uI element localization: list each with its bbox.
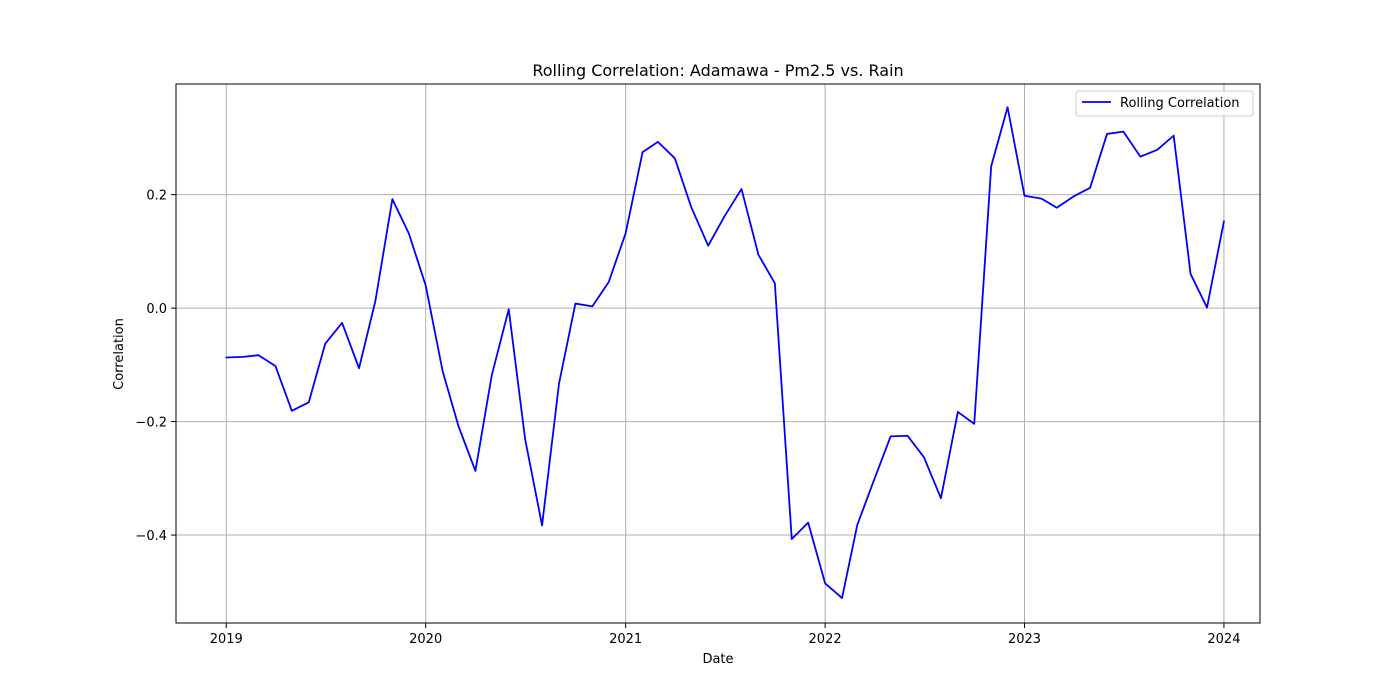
legend: Rolling Correlation xyxy=(1075,90,1254,117)
x-tick-label: 2023 xyxy=(1008,632,1041,647)
series-layer xyxy=(225,106,1225,599)
chart-title: Rolling Correlation: Adamawa - Pm2.5 vs.… xyxy=(532,61,903,80)
x-tick-label: 2020 xyxy=(409,632,442,647)
x-tick-label: 2024 xyxy=(1207,632,1240,647)
x-tick-label: 2019 xyxy=(210,632,243,647)
x-tick-label: 2022 xyxy=(809,632,842,647)
y-tick-label: −0.4 xyxy=(135,529,167,544)
series-line-rolling-correlation xyxy=(225,106,1225,599)
x-axis-label: Date xyxy=(702,652,733,667)
y-tick-label: −0.2 xyxy=(135,416,167,431)
legend-box xyxy=(1075,90,1254,117)
x-tick-label: 2021 xyxy=(609,632,642,647)
y-axis-label: Correlation xyxy=(112,318,127,390)
legend-entry-label: Rolling Correlation xyxy=(1120,96,1240,111)
axis-ticks: 2019 2020 2021 2022 2023 2024 −0.4 −0.2 0.0 0.2 xyxy=(135,189,1240,647)
grid xyxy=(176,84,1260,623)
plot-area-frame xyxy=(175,83,1261,624)
y-tick-label: 0.0 xyxy=(146,302,167,317)
y-tick-label: 0.2 xyxy=(146,189,167,204)
